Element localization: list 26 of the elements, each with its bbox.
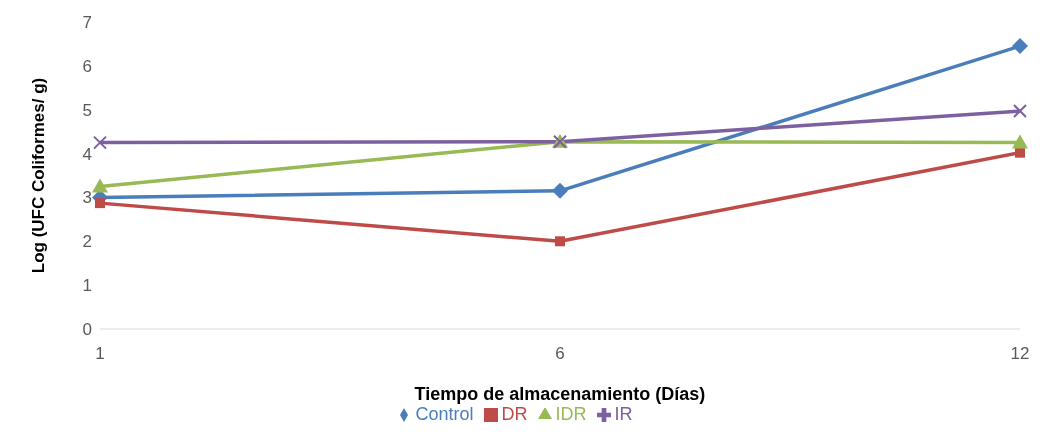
point [95,198,105,209]
point [1012,134,1028,149]
point [552,182,568,199]
y-tick-label: 2 [82,232,92,252]
y-tick-label: 7 [82,13,92,33]
x-tick-label: 1 [95,344,105,364]
y-tick-label: 1 [82,276,92,296]
point [1015,147,1025,158]
point [92,178,108,193]
y-axis-title: Log (UFC Coliformes/ g) [29,77,49,274]
y-tick-label: 0 [82,320,92,340]
point [1012,38,1028,55]
x-tick-label: 12 [1010,344,1030,364]
y-tick-label: 3 [82,188,92,208]
point [93,135,107,150]
legend-label: Control [415,404,474,424]
legend-label: DR [501,404,528,424]
point [1013,104,1027,119]
y-tick-label: 6 [82,56,92,76]
y-tick-label: 5 [82,100,92,120]
x-axis-title: Tiempo de almacenamiento (Días) [414,384,706,404]
legend-label: IR [614,404,633,424]
legend-label: IDR [555,404,587,424]
point [555,236,565,247]
y-tick-label: 4 [82,144,92,164]
x-tick-label: 6 [555,344,565,364]
